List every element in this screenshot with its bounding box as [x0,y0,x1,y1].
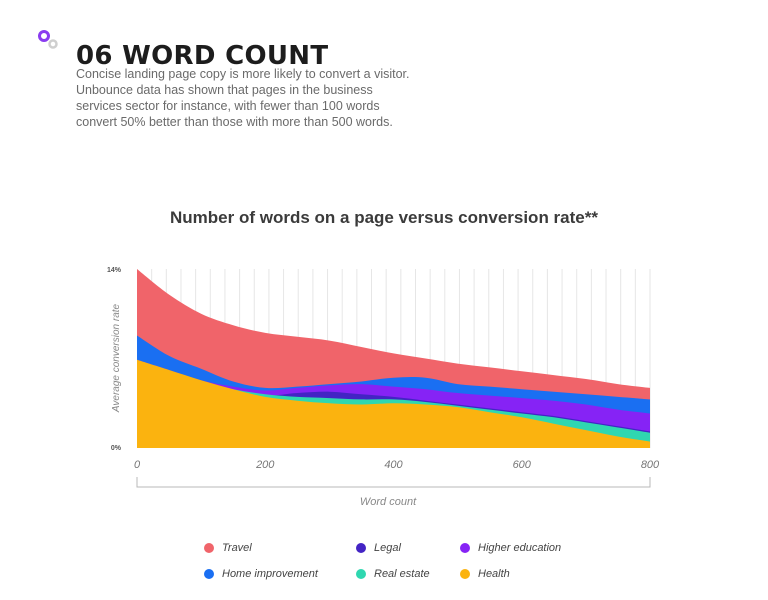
chart-title: Number of words on a page versus convers… [170,208,598,227]
legend-item-higher-education: Higher education [460,542,561,554]
x-tick-label: 200 [255,459,275,471]
area-health [137,359,650,448]
intro-paragraph: Concise landing page copy is more likely… [76,67,410,129]
logo-icon [38,30,58,49]
x-tick-label: 400 [384,459,403,471]
chart-legend: Travel Home improvement Higher education Le… [204,542,604,590]
legend-swatch [356,569,366,579]
chart-areas [137,269,650,448]
legend-item-travel: Travel [204,542,252,554]
y-tick-label: 0% [111,445,122,452]
legend-swatch [204,569,214,579]
legend-label: Higher education [478,542,562,554]
page-title: 06 WORD COUNT [76,41,329,72]
legend-swatch [204,543,214,553]
x-axis-label: Word count [360,496,417,508]
chart-axes: 0 200 400 600 800 14% 0% Average conversion rat… [107,267,660,508]
x-axis-bracket [136,477,651,488]
legend-label: Health [478,568,510,580]
x-tick-label: 600 [513,459,532,471]
legend-label: Travel [222,542,252,554]
legend-item-legal: Legal [356,542,401,554]
y-axis-label: Average conversion rate [111,303,122,413]
legend-item-real-estate: Real estate [356,568,430,580]
legend-swatch [356,543,366,553]
y-tick-label: 14% [107,267,122,274]
legend-label: Legal [374,542,401,554]
x-tick-label: 800 [641,459,660,471]
legend-label: Real estate [374,568,430,580]
legend-item-home-improvement: Home improvement [204,568,318,580]
legend-swatch [460,543,470,553]
legend-item-health: Health [460,568,510,580]
legend-swatch [460,569,470,579]
x-tick-label: 0 [134,459,141,471]
legend-label: Home improvement [222,568,318,580]
